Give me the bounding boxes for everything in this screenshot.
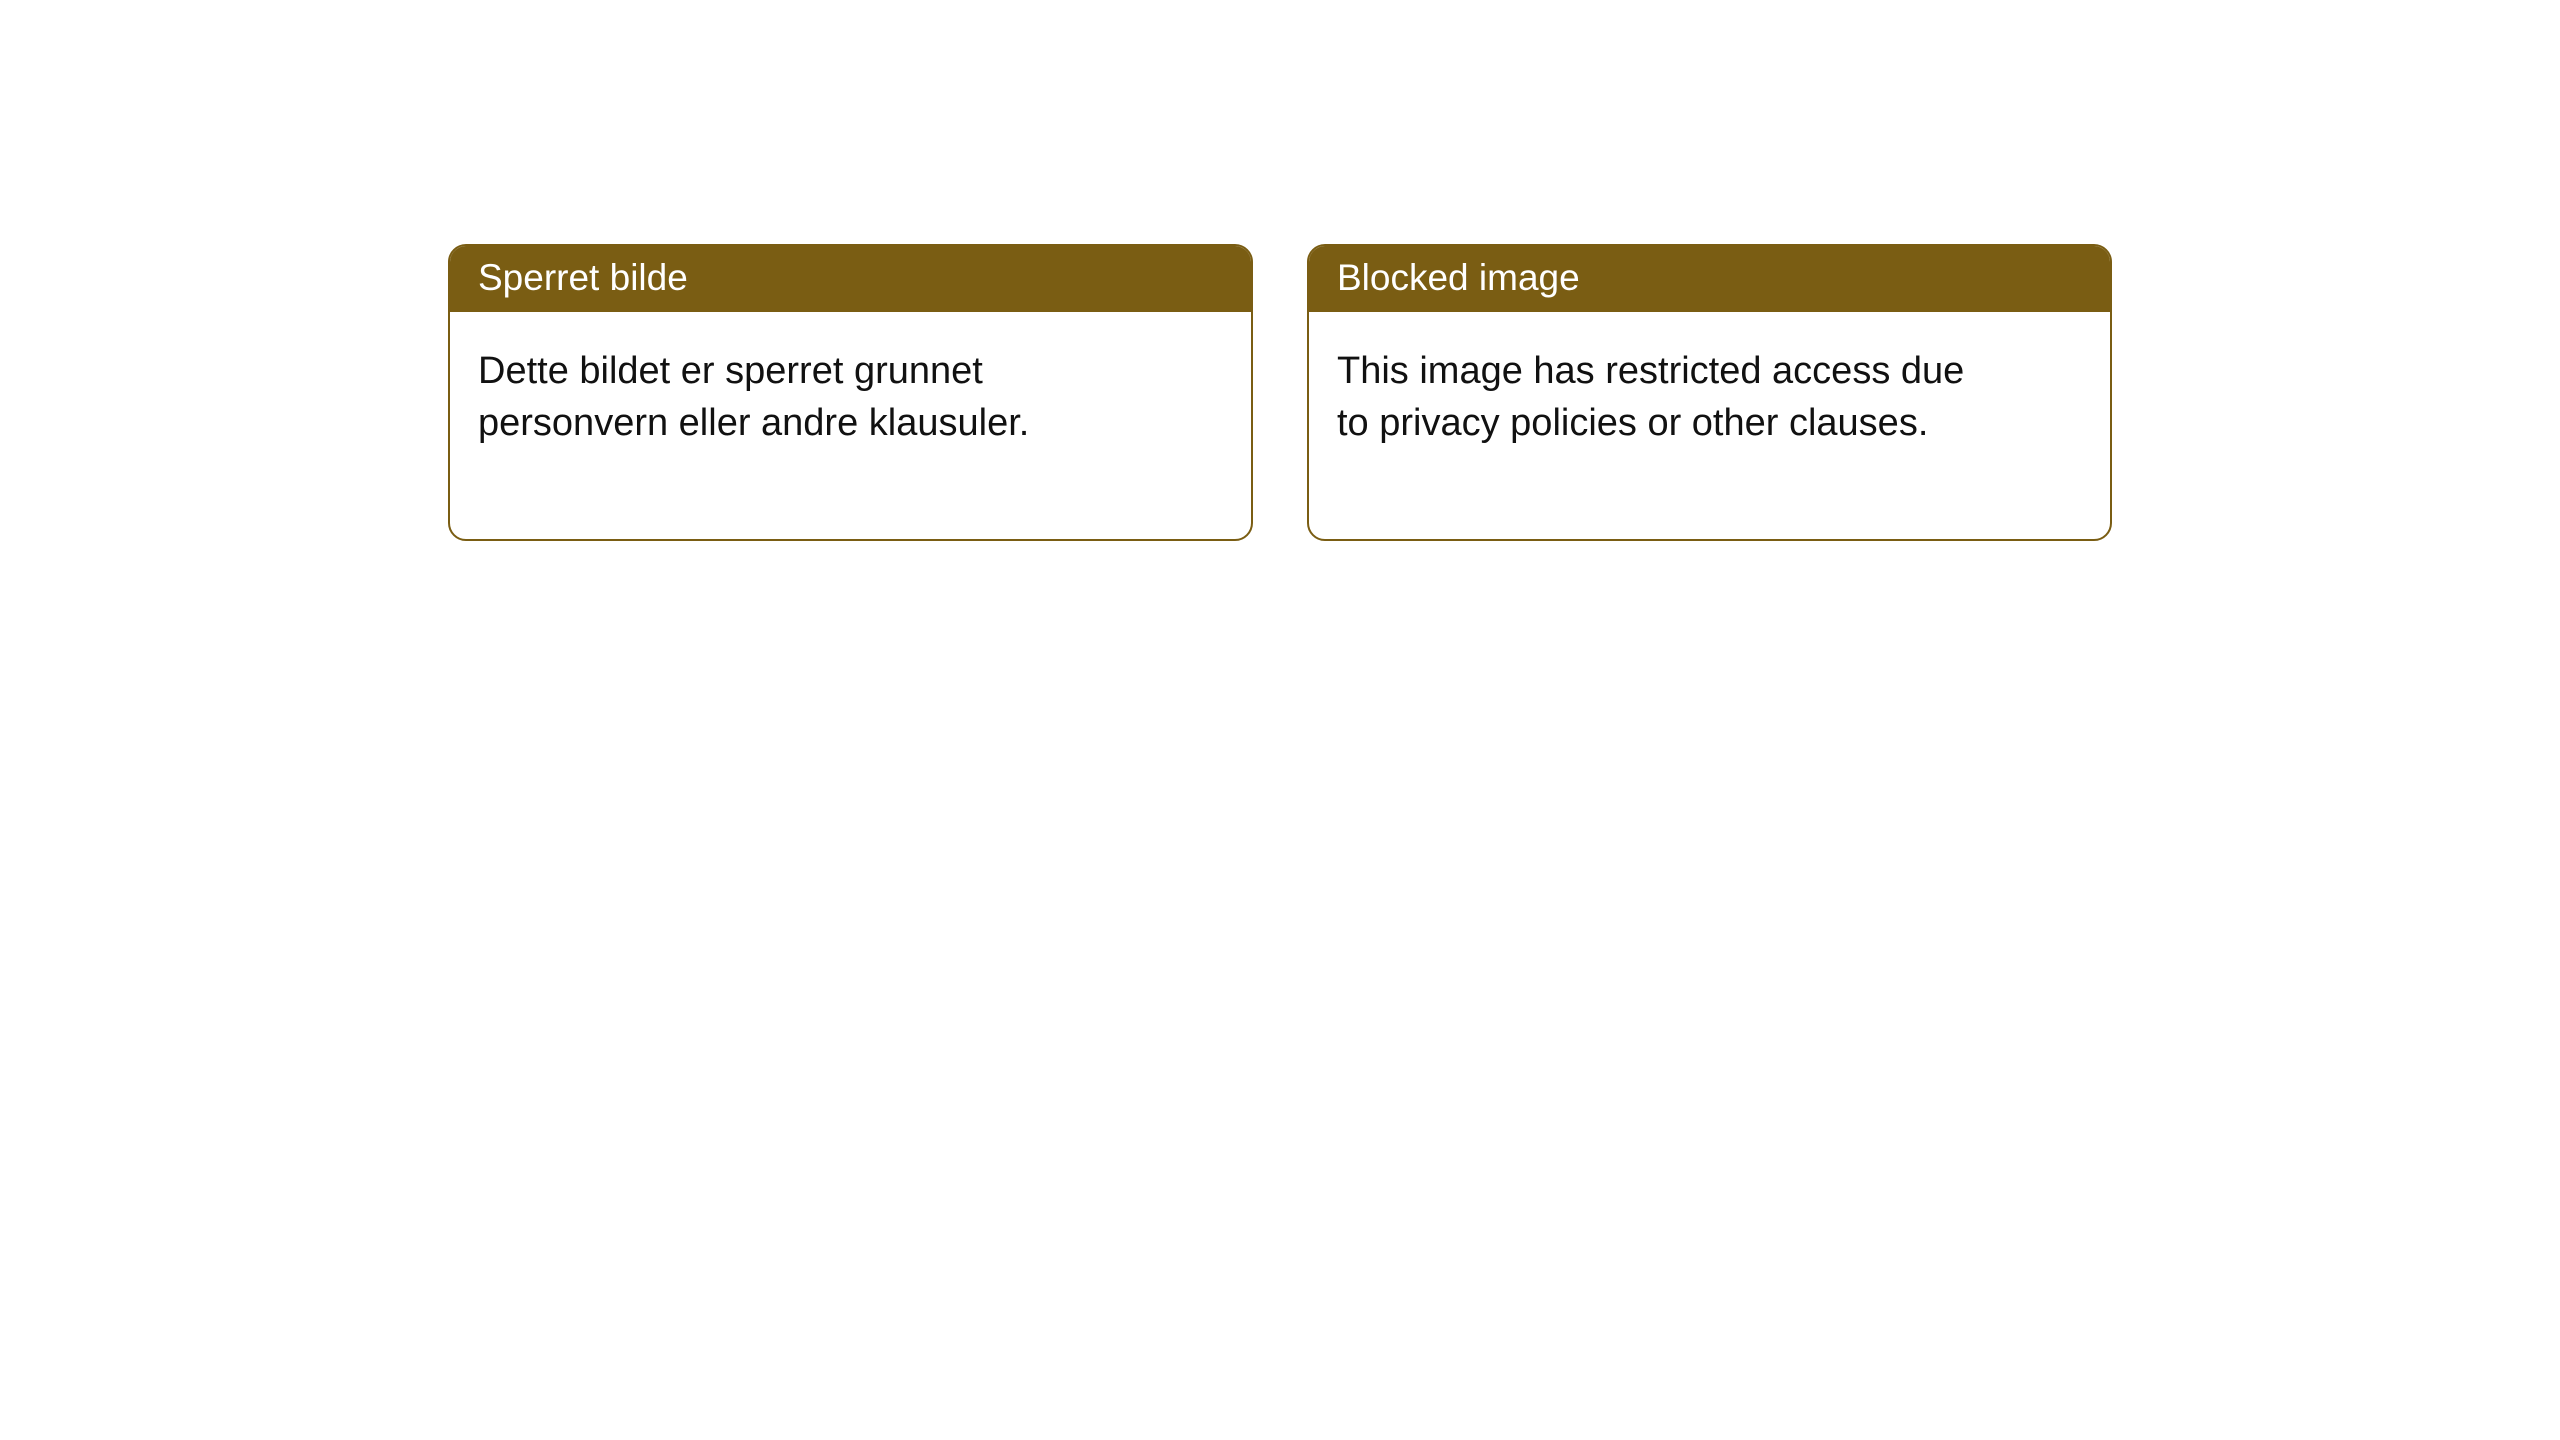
notice-body-text: Dette bildet er sperret grunnet personve…	[450, 312, 1150, 539]
notice-body-text: This image has restricted access due to …	[1309, 312, 2009, 539]
notice-title: Blocked image	[1309, 246, 2110, 312]
notice-title: Sperret bilde	[450, 246, 1251, 312]
notice-container: Sperret bilde Dette bildet er sperret gr…	[0, 0, 2560, 541]
notice-card-english: Blocked image This image has restricted …	[1307, 244, 2112, 541]
notice-card-norwegian: Sperret bilde Dette bildet er sperret gr…	[448, 244, 1253, 541]
